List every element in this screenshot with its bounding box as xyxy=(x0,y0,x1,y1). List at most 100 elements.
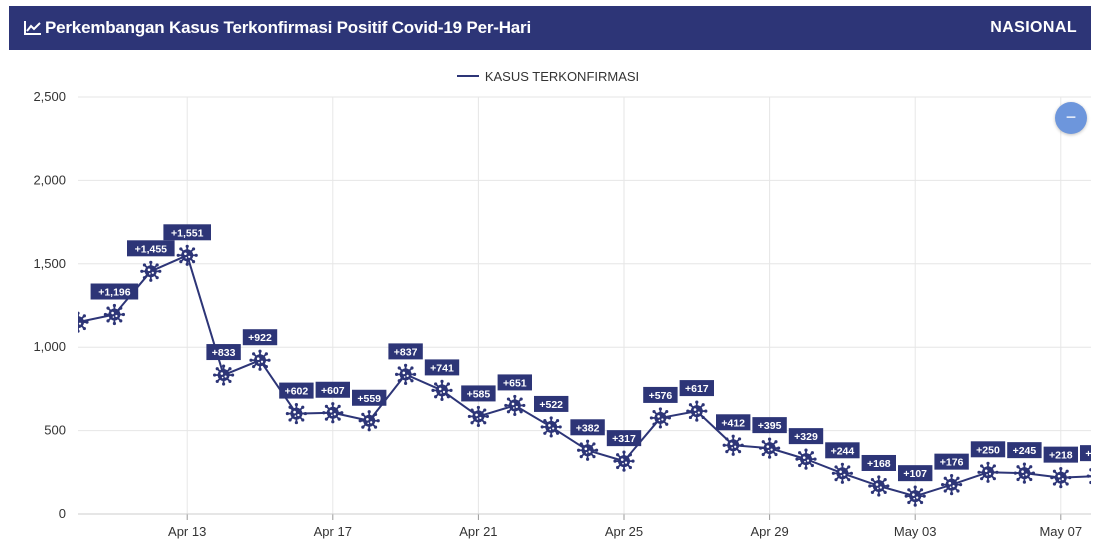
virus-spike-tip xyxy=(804,448,808,452)
virus-spike-tip xyxy=(774,452,778,457)
virus-spike-tip xyxy=(834,465,838,469)
virus-spot xyxy=(402,371,406,375)
virus-spot xyxy=(913,497,915,500)
data-label-text: +250 xyxy=(976,444,1000,456)
virus-spike-tip xyxy=(759,446,763,450)
virus-spike-tip xyxy=(264,364,268,369)
virus-spike-tip xyxy=(191,260,196,264)
data-label-text: +245 xyxy=(1013,445,1037,457)
virus-icon xyxy=(722,434,744,456)
virus-icon xyxy=(904,485,926,507)
data-label-text: +1,455 xyxy=(135,243,168,255)
virus-spike-tip xyxy=(1022,462,1026,466)
virus-spike-tip xyxy=(995,470,999,474)
virus-spike-tip xyxy=(813,457,817,461)
virus-spike-tip xyxy=(579,442,583,446)
virus-spike-tip xyxy=(701,403,705,407)
virus-spike-tip xyxy=(112,303,116,308)
data-label-text: +218 xyxy=(1049,450,1073,462)
y-tick-label: 1,000 xyxy=(33,339,66,354)
virus-spike-tip xyxy=(373,412,378,416)
virus-spike-tip xyxy=(119,306,123,310)
virus-spike-tip xyxy=(798,451,802,455)
virus-spot xyxy=(151,271,154,274)
data-label-box xyxy=(424,359,460,376)
data-label-text: +837 xyxy=(394,346,418,358)
x-tick-label: Apr 29 xyxy=(750,524,788,539)
virus-spot xyxy=(294,415,297,417)
zoom-out-button[interactable]: − xyxy=(1055,102,1087,134)
virus-spike-tip xyxy=(847,465,851,469)
data-label-box xyxy=(1080,445,1091,462)
virus-spot xyxy=(258,361,260,364)
virus-spike-tip xyxy=(847,478,851,482)
virus-spike-tip xyxy=(883,490,887,494)
data-label: +576 xyxy=(643,386,678,403)
virus-spike-tip xyxy=(595,448,599,452)
virus-spike-tip xyxy=(840,462,844,466)
virus-spike-tip xyxy=(725,437,729,441)
virus-spot xyxy=(802,456,806,459)
virus-spot xyxy=(147,268,151,272)
virus-spike-tip xyxy=(410,379,414,383)
data-label: +412 xyxy=(716,414,751,431)
data-label-text: +168 xyxy=(867,458,891,470)
virus-body xyxy=(326,406,339,419)
virus-spike-tip xyxy=(179,247,183,251)
virus-spike-tip xyxy=(877,475,881,479)
virus-spike-tip xyxy=(288,405,292,409)
virus-spot xyxy=(442,390,446,394)
virus-icon xyxy=(941,474,963,496)
virus-spot xyxy=(988,472,992,475)
virus-spike-tip xyxy=(191,247,196,251)
virus-spot xyxy=(622,462,624,465)
virus-icon xyxy=(759,437,781,459)
virus-spot xyxy=(111,311,114,315)
virus-spike-tip xyxy=(913,485,917,489)
virus-spike-tip xyxy=(1031,471,1035,475)
virus-spike-tip xyxy=(82,314,86,318)
data-label: +317 xyxy=(606,430,642,447)
virus-spot xyxy=(843,473,846,476)
virus-spot xyxy=(438,387,442,391)
virus-icon xyxy=(395,363,417,385)
chart-legend[interactable]: KASUS TERKONFIRMASI xyxy=(0,69,1096,84)
virus-spike-tip xyxy=(704,409,708,413)
virus-spike-tip xyxy=(1068,476,1072,480)
virus-icon xyxy=(649,407,671,429)
virus-icon xyxy=(613,450,635,472)
virus-body xyxy=(1054,471,1067,484)
virus-spot xyxy=(293,410,296,414)
virus-spot xyxy=(112,316,115,318)
virus-icon xyxy=(103,303,125,326)
virus-spike-tip xyxy=(467,414,471,419)
data-label-text: +395 xyxy=(758,420,782,432)
axes: 0 500 1,000 1,500 2,000 2,500 Apr 13 Apr 17 Apr … xyxy=(33,89,1091,539)
virus-spike-tip xyxy=(737,450,742,454)
virus-spike-tip xyxy=(658,425,662,429)
virus-spot xyxy=(115,314,118,318)
virus-spike-tip xyxy=(215,379,219,384)
virus-spike-tip xyxy=(941,483,945,487)
data-label-box xyxy=(534,395,569,412)
data-label: +176 xyxy=(934,453,969,470)
virus-spot xyxy=(695,412,697,415)
virus-spike-tip xyxy=(504,403,508,408)
virus-spike-tip xyxy=(285,411,289,416)
virus-spike-tip xyxy=(78,329,80,333)
y-tick-label: 0 xyxy=(59,506,66,521)
data-label-box xyxy=(679,380,714,397)
data-label: +218 xyxy=(1043,446,1078,463)
virus-spike-tip xyxy=(695,418,699,422)
virus-spot xyxy=(658,419,661,422)
data-label-text: +559 xyxy=(357,393,381,405)
virus-spike-tip xyxy=(367,410,371,414)
virus-spike-tip xyxy=(737,437,742,441)
data-label-box xyxy=(1007,442,1042,459)
virus-spike-tip xyxy=(185,244,189,248)
virus-spike-tip xyxy=(907,500,911,505)
virus-body xyxy=(982,466,994,479)
virus-spike-tip xyxy=(440,379,444,384)
virus-spike-tip xyxy=(980,477,984,481)
virus-spike-tip xyxy=(324,404,329,408)
